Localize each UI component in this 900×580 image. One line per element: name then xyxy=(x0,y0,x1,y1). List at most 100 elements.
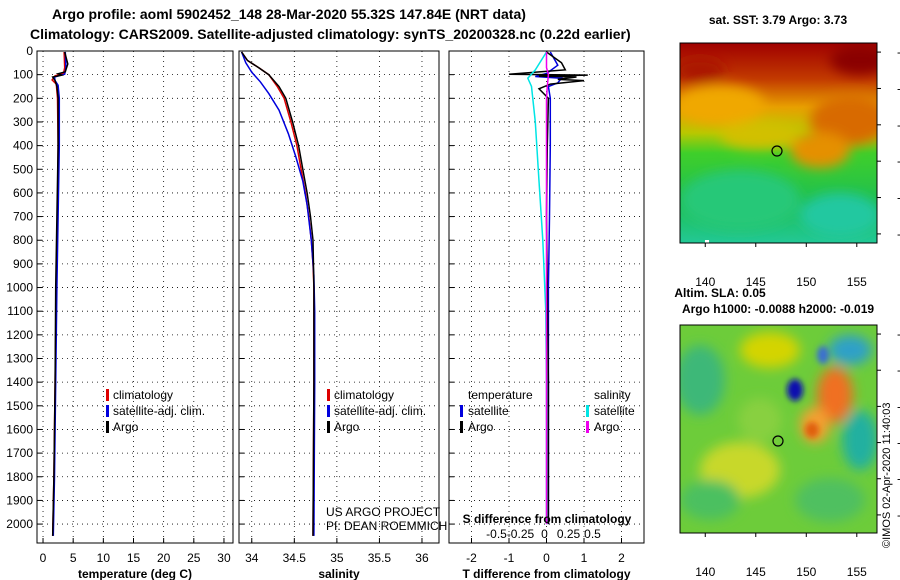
depth-label: 500 xyxy=(13,162,33,176)
sla-map-subtitle: Argo h1000: -0.0088 h2000: -0.019 xyxy=(682,302,874,316)
map-y-tick-label: -56 xyxy=(897,436,900,450)
legend-swatch-t-argo xyxy=(460,421,463,433)
depth-label: 1400 xyxy=(6,375,33,389)
depth-label: 1500 xyxy=(6,399,33,413)
x-tick-label: 10 xyxy=(97,551,111,565)
s-tick-label: -0.5 xyxy=(486,527,507,541)
profile-panel-difference: -2 -1 0 1 2 T difference from climatology S di… xyxy=(448,50,645,580)
panel-frame xyxy=(36,50,234,544)
legend-swatch-climatology-s xyxy=(327,389,330,401)
s-tick-label: 0 xyxy=(541,527,548,541)
depth-label: 200 xyxy=(13,91,33,105)
s-axis-label: S difference from climatology xyxy=(463,512,632,526)
legend-label-climatology-s: climatology xyxy=(334,388,394,402)
depth-label: 400 xyxy=(13,139,33,153)
depth-label: 1900 xyxy=(6,493,33,507)
map-x-tick-label: 140 xyxy=(695,565,715,579)
map-y-tick-label: -52 xyxy=(897,81,900,95)
legend-label-t-argo: Argo xyxy=(468,420,494,434)
map-y-tick-label: -52 xyxy=(897,363,900,377)
sla-map-title: Altim. SLA: 0.05 xyxy=(674,286,766,300)
temperature-legend: climatology satellite-adj. clim. Argo xyxy=(106,388,205,434)
credit-pi: PI: DEAN ROEMMICH xyxy=(326,519,447,533)
x-tick-label: 34 xyxy=(245,551,259,565)
x-tick-label: 25 xyxy=(187,551,201,565)
series-climatology xyxy=(240,51,315,536)
profile-panel-temperature: 0 5 10 15 20 25 30 temperature (deg C) xyxy=(36,50,234,580)
depth-label: 100 xyxy=(13,68,33,82)
x-tick-label: 15 xyxy=(127,551,141,565)
sst-map-title: sat. SST: 3.79 Argo: 3.73 xyxy=(709,13,848,27)
legend-swatch-argo-s xyxy=(327,421,330,433)
x-axis-label: temperature (deg C) xyxy=(78,567,192,580)
depth-label: 900 xyxy=(13,257,33,271)
salinity-legend: climatology satellite-adj. clim. Argo xyxy=(327,388,426,434)
legend-title-salinity: salinity xyxy=(594,388,631,402)
legend-label-argo: Argo xyxy=(113,420,139,434)
series-s-argo xyxy=(545,52,550,525)
depth-label: 1700 xyxy=(6,446,33,460)
map-y-tick-label: -58 xyxy=(897,472,900,486)
map-x-tick-label: 155 xyxy=(847,275,867,289)
depth-label: 1800 xyxy=(6,470,33,484)
legend-label-satellite: satellite-adj. clim. xyxy=(113,404,205,418)
x-tick-label: -2 xyxy=(466,551,477,565)
legend-label-s-satellite: satellite xyxy=(594,404,635,418)
x-tick-label: 35 xyxy=(330,551,344,565)
depth-label: 1000 xyxy=(6,281,33,295)
depth-label: 600 xyxy=(13,186,33,200)
map-x-tick-label: 150 xyxy=(796,275,816,289)
title-line-2: Climatology: CARS2009. Satellite-adjuste… xyxy=(30,26,631,42)
x-tick-label: 20 xyxy=(157,551,171,565)
legend-label-s-argo: Argo xyxy=(594,420,620,434)
x-tick-label: -1 xyxy=(504,551,515,565)
depth-label: 1200 xyxy=(6,328,33,342)
map-x-tick-label: 150 xyxy=(796,565,816,579)
x-axis-label: T difference from climatology xyxy=(462,567,630,580)
depth-label: 1300 xyxy=(6,352,33,366)
difference-legend: temperature salinity satellite Argo sate… xyxy=(460,388,635,434)
credit-project: US ARGO PROJECT xyxy=(326,505,441,519)
x-tick-label: 36 xyxy=(415,551,429,565)
legend-swatch-t-satellite xyxy=(460,405,463,417)
s-tick-label: -0.25 xyxy=(507,527,535,541)
x-tick-label: 0 xyxy=(40,551,47,565)
legend-swatch-satellite xyxy=(106,405,109,417)
legend-title-temperature: temperature xyxy=(468,388,533,402)
legend-label-t-satellite: satellite xyxy=(468,404,509,418)
legend-label-argo-s: Argo xyxy=(334,420,360,434)
x-axis-label: salinity xyxy=(318,567,360,580)
sla-float-marker xyxy=(772,435,784,447)
s-tick-label: 0.5 xyxy=(584,527,601,541)
map-x-tick-label: 155 xyxy=(847,565,867,579)
map-y-tick-label: -60 xyxy=(897,508,900,522)
depth-label: 300 xyxy=(13,115,33,129)
sla-map: Altim. SLA: 0.05 Argo h1000: -0.0088 h20… xyxy=(674,286,900,579)
legend-swatch-s-argo xyxy=(586,421,589,433)
depth-label: 2000 xyxy=(6,517,33,531)
map-y-tick-label: -50 xyxy=(897,45,900,59)
depth-label: 1100 xyxy=(7,304,33,318)
legend-swatch-climatology xyxy=(106,389,109,401)
legend-swatch-satellite-s xyxy=(327,405,330,417)
legend-label-satellite-s: satellite-adj. clim. xyxy=(334,404,426,418)
title-line-1: Argo profile: aoml 5902452_148 28-Mar-20… xyxy=(52,6,526,22)
series-argo xyxy=(240,51,315,536)
map-y-tick-label: -54 xyxy=(897,118,900,132)
panel-frame xyxy=(238,50,440,544)
map-y-tick-label: -60 xyxy=(897,227,900,241)
sst-map: sat. SST: 3.79 Argo: 3.73 -50 -52 -54 -56 -5… xyxy=(679,13,900,289)
x-tick-label: 0 xyxy=(543,551,550,565)
legend-swatch-s-satellite xyxy=(586,405,589,417)
x-tick-label: 35.5 xyxy=(368,551,392,565)
depth-label: 700 xyxy=(13,210,33,224)
x-tick-label: 2 xyxy=(618,551,625,565)
imos-stamp: ©IMOS 02-Apr-2020 11:40:03 xyxy=(881,403,893,548)
map-y-tick-label: -58 xyxy=(897,191,900,205)
map-y-tick-label: -54 xyxy=(897,399,900,413)
sst-float-marker xyxy=(771,145,783,157)
s-tick-label: 0.25 xyxy=(557,527,581,541)
legend-label-climatology: climatology xyxy=(113,388,173,402)
